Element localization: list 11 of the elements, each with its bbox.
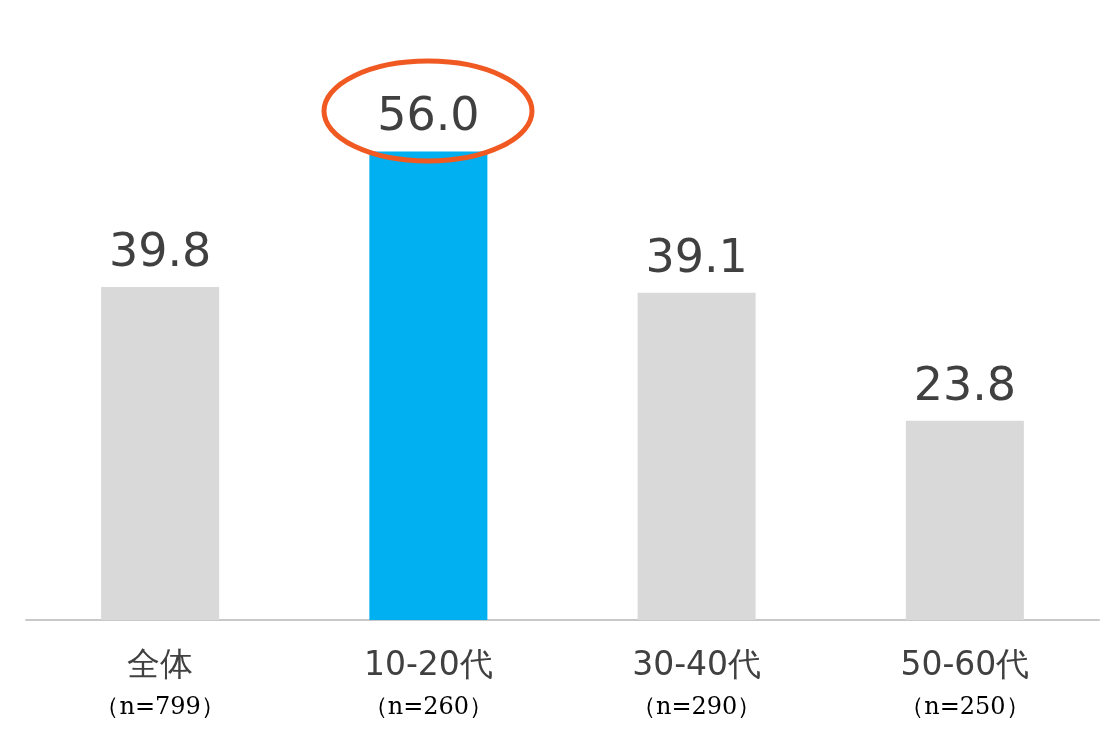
bar — [101, 287, 220, 620]
data-label: 23.8 — [913, 356, 1017, 411]
x-tick-label: 30-40代（n=290） — [631, 643, 762, 720]
data-label: 39.8 — [108, 223, 212, 278]
bar — [637, 292, 756, 620]
bar — [905, 420, 1024, 620]
data-label: 39.1 — [645, 228, 748, 283]
x-tick-label: 10-20代（n=260） — [363, 643, 494, 720]
x-tick-label: 50-60代（n=250） — [900, 643, 1030, 720]
x-tick-label: 全体（n=799） — [95, 643, 225, 720]
data-label: 56.0 — [377, 87, 480, 142]
